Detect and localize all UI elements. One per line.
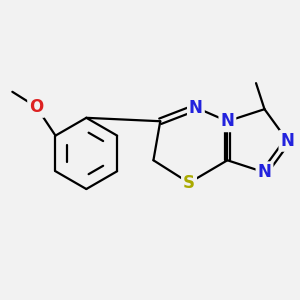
Text: N: N [258,163,272,181]
Text: O: O [29,98,44,116]
Text: S: S [183,174,195,192]
Text: N: N [189,98,203,116]
Text: N: N [280,132,294,150]
Text: N: N [220,112,234,130]
